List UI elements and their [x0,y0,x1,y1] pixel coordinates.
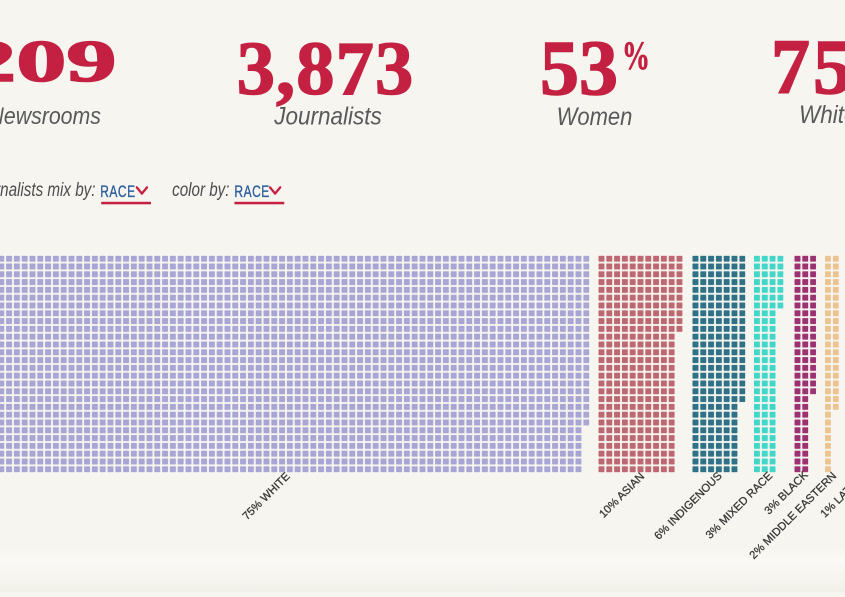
svg-text:%: % [622,34,650,78]
svg-text:White people: White people [799,101,845,129]
svg-text:RACE: RACE [100,183,135,201]
svg-text:Women: Women [557,103,633,130]
svg-text:color by:: color by: [172,178,230,200]
svg-text:75: 75 [771,23,845,110]
svg-text:209: 209 [0,29,117,94]
svg-text:53: 53 [540,24,618,111]
svg-text:Newsrooms: Newsrooms [0,103,101,129]
svg-text:RACE: RACE [234,183,269,201]
svg-text:Journalists: Journalists [273,102,381,130]
svg-text:journalists mix by:: journalists mix by: [0,178,96,200]
svg-text:3,873: 3,873 [237,26,415,111]
